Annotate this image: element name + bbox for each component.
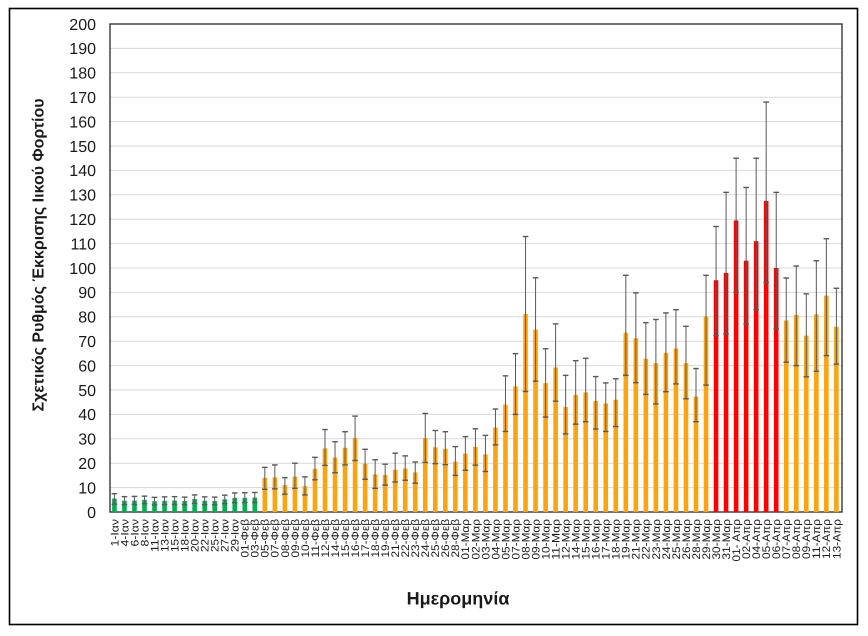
svg-text:23-Φεβ: 23-Φεβ: [410, 519, 422, 558]
svg-text:08-Φεβ: 08-Φεβ: [280, 519, 292, 558]
svg-text:04-Απρ: 04-Απρ: [751, 519, 763, 559]
svg-text:70: 70: [78, 334, 96, 351]
svg-text:23-Μαρ: 23-Μαρ: [651, 519, 663, 560]
svg-text:21-Φεβ: 21-Φεβ: [390, 519, 402, 558]
svg-text:11-Φεβ: 11-Φεβ: [310, 519, 322, 558]
svg-text:120: 120: [69, 212, 96, 229]
svg-text:01- Απρ: 01- Απρ: [731, 519, 743, 562]
svg-text:110: 110: [70, 236, 96, 253]
svg-text:07-Απρ: 07-Απρ: [781, 519, 793, 559]
svg-text:07-Μαρ: 07-Μαρ: [510, 519, 522, 560]
svg-text:05-Απρ: 05-Απρ: [761, 519, 773, 559]
svg-text:11-Ιαν: 11-Ιαν: [149, 518, 161, 552]
svg-text:16-Φεβ: 16-Φεβ: [350, 519, 362, 558]
svg-text:19-Μαρ: 19-Μαρ: [621, 519, 633, 560]
svg-text:26-Μαρ: 26-Μαρ: [681, 519, 693, 560]
svg-text:06-Απρ: 06-Απρ: [771, 519, 783, 559]
svg-text:8-Ιαν: 8-Ιαν: [139, 518, 151, 546]
svg-text:1-Ιαν: 1-Ιαν: [109, 518, 121, 546]
svg-text:10-Μαρ: 10-Μαρ: [540, 519, 552, 560]
svg-text:10: 10: [78, 480, 96, 497]
svg-text:12-Φεβ: 12-Φεβ: [320, 519, 332, 558]
svg-text:180: 180: [69, 66, 96, 83]
svg-text:20: 20: [78, 456, 96, 473]
svg-text:27-Ιαν: 27-Ιαν: [220, 518, 232, 552]
svg-text:25-Φεβ: 25-Φεβ: [430, 519, 442, 558]
svg-text:30-Μαρ: 30-Μαρ: [711, 519, 723, 560]
svg-text:31-Μαρ: 31-Μαρ: [721, 519, 733, 560]
svg-text:25-Ιαν: 25-Ιαν: [210, 518, 222, 552]
svg-text:09-Μαρ: 09-Μαρ: [530, 519, 542, 560]
svg-text:04-Μαρ: 04-Μαρ: [490, 519, 502, 560]
svg-text:02-Απρ: 02-Απρ: [741, 519, 753, 559]
svg-text:25-Μαρ: 25-Μαρ: [671, 519, 683, 560]
svg-text:03-Φεβ: 03-Φεβ: [250, 519, 262, 558]
svg-text:08-Μαρ: 08-Μαρ: [520, 519, 532, 560]
svg-text:18-Ιαν: 18-Ιαν: [179, 518, 191, 552]
svg-text:09-Απρ: 09-Απρ: [801, 519, 813, 559]
svg-text:05-Μαρ: 05-Μαρ: [500, 519, 512, 560]
svg-text:90: 90: [78, 285, 96, 302]
svg-text:80: 80: [78, 310, 96, 327]
svg-text:13-Απρ: 13-Απρ: [831, 519, 843, 559]
svg-text:15-Ιαν: 15-Ιαν: [169, 518, 181, 552]
svg-text:14-Μαρ: 14-Μαρ: [571, 519, 583, 560]
svg-text:40: 40: [78, 407, 96, 424]
svg-text:170: 170: [69, 90, 96, 107]
svg-text:4-Ιαν: 4-Ιαν: [119, 518, 131, 546]
svg-text:19-Φεβ: 19-Φεβ: [380, 519, 392, 558]
svg-text:6-Ιαν: 6-Ιαν: [129, 518, 141, 546]
svg-text:10-Φεβ: 10-Φεβ: [300, 519, 312, 558]
svg-text:11-Μαρ: 11-Μαρ: [551, 519, 563, 560]
svg-text:50: 50: [78, 383, 96, 400]
svg-text:140: 140: [69, 163, 96, 180]
svg-text:22-Μαρ: 22-Μαρ: [641, 519, 653, 560]
svg-text:30: 30: [78, 432, 96, 449]
svg-text:14-Φεβ: 14-Φεβ: [330, 519, 342, 558]
svg-text:Σχετικός Ρυθμός Έκκρισης Ιικού: Σχετικός Ρυθμός Έκκρισης Ιικού Φορτίου: [31, 98, 48, 411]
svg-text:24-Μαρ: 24-Μαρ: [661, 519, 673, 560]
svg-text:190: 190: [69, 41, 96, 58]
svg-text:15-Φεβ: 15-Φεβ: [340, 519, 352, 558]
svg-text:Ημερομηνία: Ημερομηνία: [407, 589, 510, 609]
svg-text:21-Μαρ: 21-Μαρ: [631, 519, 643, 560]
svg-text:28-Μαρ: 28-Μαρ: [691, 519, 703, 560]
svg-text:17-Φεβ: 17-Φεβ: [360, 519, 372, 558]
svg-text:0: 0: [87, 505, 96, 522]
svg-text:26-Φεβ: 26-Φεβ: [440, 519, 452, 558]
svg-text:01-Μαρ: 01-Μαρ: [460, 519, 472, 560]
svg-text:18-Μαρ: 18-Μαρ: [611, 519, 623, 560]
svg-text:200: 200: [69, 17, 96, 34]
svg-text:09-Φεβ: 09-Φεβ: [290, 519, 302, 558]
svg-text:28-Φεβ: 28-Φεβ: [450, 519, 462, 558]
svg-text:12-Μαρ: 12-Μαρ: [561, 519, 573, 560]
svg-text:150: 150: [69, 139, 96, 156]
svg-text:12-Απρ: 12-Απρ: [821, 519, 833, 559]
svg-text:22-Ιαν: 22-Ιαν: [200, 518, 212, 552]
svg-text:29-Μαρ: 29-Μαρ: [701, 519, 713, 560]
svg-text:160: 160: [69, 114, 96, 131]
svg-text:17-Μαρ: 17-Μαρ: [601, 519, 613, 560]
svg-text:11-Απρ: 11-Απρ: [811, 519, 823, 559]
svg-text:20-Ιαν: 20-Ιαν: [190, 518, 202, 552]
svg-text:18-Φεβ: 18-Φεβ: [370, 519, 382, 558]
svg-text:29-Ιαν: 29-Ιαν: [230, 518, 242, 552]
svg-text:05-Φεβ: 05-Φεβ: [260, 519, 272, 558]
svg-text:60: 60: [78, 358, 96, 375]
svg-text:15-Μαρ: 15-Μαρ: [581, 519, 593, 560]
svg-text:24-Φεβ: 24-Φεβ: [420, 519, 432, 558]
svg-text:13-Ιαν: 13-Ιαν: [159, 518, 171, 552]
svg-text:08-Απρ: 08-Απρ: [791, 519, 803, 559]
svg-text:22-Φεβ: 22-Φεβ: [400, 519, 412, 558]
svg-text:07-Φεβ: 07-Φεβ: [270, 519, 282, 558]
svg-text:01-Φεβ: 01-Φεβ: [240, 519, 252, 558]
svg-text:16-Μαρ: 16-Μαρ: [591, 519, 603, 560]
svg-text:03-Μαρ: 03-Μαρ: [480, 519, 492, 560]
svg-text:100: 100: [69, 261, 96, 278]
svg-text:02-Μαρ: 02-Μαρ: [470, 519, 482, 560]
svg-text:130: 130: [69, 188, 96, 205]
